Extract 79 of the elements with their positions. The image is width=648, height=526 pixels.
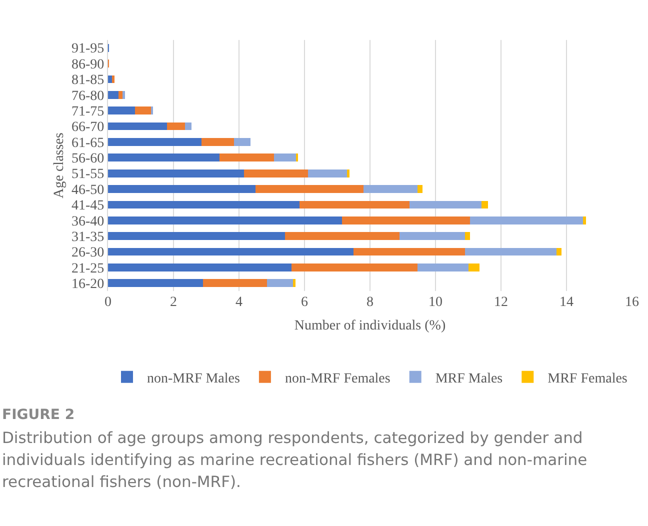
x-tick-label: 8 (366, 295, 374, 310)
caption: FIGURE 2 (2, 407, 76, 423)
bar (219, 154, 274, 162)
bar (464, 232, 470, 240)
x-tick-label: 14 (560, 295, 574, 310)
legend-label: non-MRF Males (147, 371, 240, 386)
bar (363, 185, 418, 193)
bar (108, 216, 342, 224)
y-tick-label: 41-45 (72, 198, 104, 214)
x-tick-label: 0 (104, 295, 112, 310)
x-axis-title: Number of individuals (%) (294, 318, 446, 334)
y-tick-label: 21-25 (72, 261, 104, 276)
bar (112, 75, 115, 84)
x-tick-label: 2 (170, 295, 177, 310)
bar (108, 169, 244, 178)
bar (399, 232, 465, 240)
bar (342, 216, 470, 224)
bar (108, 200, 300, 209)
y-tick-label: 26-30 (72, 246, 104, 261)
y-tick-label: 71-75 (72, 104, 104, 120)
bar (108, 248, 354, 256)
y-tick-label: 56-60 (72, 152, 104, 167)
y-tick-label: 51-55 (72, 167, 104, 182)
bar (255, 185, 364, 193)
bar (291, 264, 418, 272)
x-tick-label: 6 (301, 295, 308, 310)
bar (108, 279, 203, 288)
y-tick-label: 61-65 (72, 136, 104, 151)
bar (184, 122, 192, 130)
bar (134, 106, 152, 115)
y-tick-label: 46-50 (72, 182, 104, 198)
bar (108, 185, 256, 193)
bar (300, 200, 410, 209)
bar (166, 122, 185, 130)
bar (108, 122, 167, 130)
text: Distribution of age groups among respondents, categorized by gender and individuals identifying as marine recreational fishers (MRF) and non-marine recreational fishers (non-MRF). (2, 428, 588, 493)
bar (266, 279, 294, 288)
bar (108, 138, 202, 146)
bar (470, 216, 583, 224)
bar (417, 264, 468, 272)
y-axis-title: Age classes (52, 132, 68, 198)
y-tick-label: 66-70 (72, 120, 104, 136)
x-tick-label: 4 (236, 295, 242, 310)
y-tick-label: 81-85 (72, 73, 104, 88)
bar (274, 154, 297, 162)
bar (118, 90, 123, 99)
bar (308, 169, 348, 178)
y-tick-label: 16-20 (72, 277, 104, 292)
y-tick-label: 31-35 (72, 230, 104, 245)
bar (108, 154, 220, 162)
legend-label: MRF Females (548, 371, 628, 386)
bar (409, 200, 482, 209)
bar (108, 232, 285, 240)
bar (481, 200, 488, 209)
bar (417, 185, 422, 193)
bar (464, 248, 557, 256)
y-tick-label: 91-95 (72, 42, 104, 57)
bar (108, 106, 135, 115)
bar (108, 90, 118, 99)
bar (234, 138, 250, 146)
x-tick-label: 10 (428, 295, 442, 310)
x-tick-label: 16 (625, 295, 639, 310)
bar (108, 264, 292, 272)
bar (108, 75, 112, 84)
y-tick-label: 76-80 (72, 88, 104, 104)
y-tick-label: 86-90 (72, 57, 104, 72)
bar (556, 248, 562, 256)
legend-label: MRF Males (435, 371, 503, 386)
bar (468, 264, 480, 272)
legend-label: non-MRF Females (284, 371, 390, 386)
bar (354, 248, 465, 256)
y-tick-label: 36-40 (72, 214, 104, 230)
bar (244, 169, 308, 178)
bar (284, 232, 400, 240)
bar (202, 279, 267, 288)
bar (201, 138, 234, 146)
x-tick-label: 12 (494, 295, 508, 310)
bar (582, 216, 586, 224)
bar (122, 90, 126, 99)
